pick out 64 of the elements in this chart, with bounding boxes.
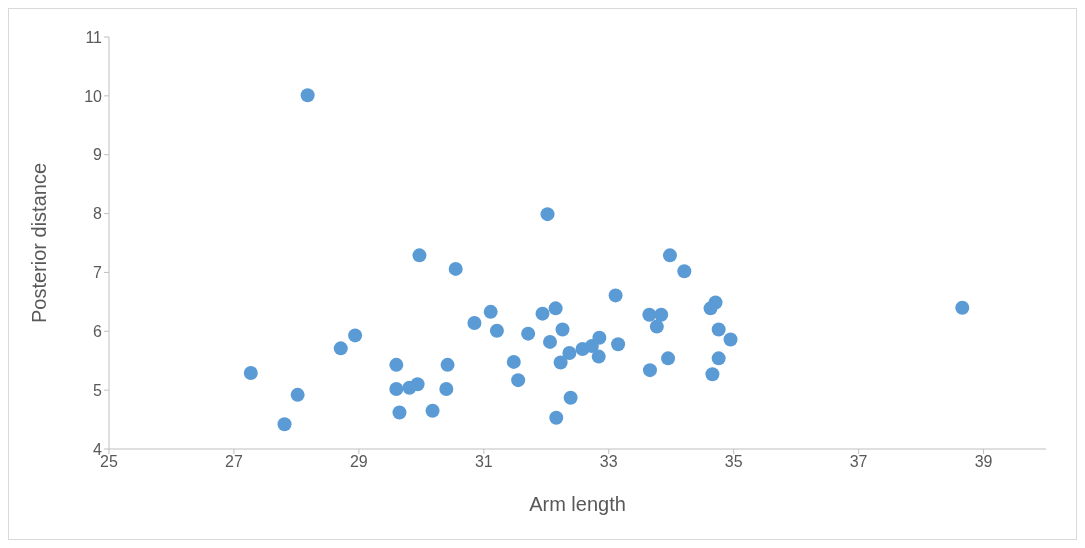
point	[489, 323, 504, 338]
x-tick-label: 37	[849, 453, 868, 471]
point	[591, 349, 606, 364]
x-tick-label: 31	[474, 453, 493, 471]
point	[448, 261, 463, 276]
point	[553, 355, 568, 370]
point	[611, 337, 626, 352]
point	[642, 307, 657, 322]
point	[562, 346, 577, 361]
point	[548, 301, 563, 316]
point	[649, 319, 664, 334]
x-axis-title: Arm length	[529, 493, 626, 515]
point	[711, 351, 726, 366]
point	[412, 248, 427, 263]
point	[711, 322, 726, 337]
point	[555, 322, 570, 337]
point	[506, 354, 521, 369]
point	[243, 366, 258, 381]
point	[642, 363, 657, 378]
point	[439, 381, 454, 396]
point	[277, 417, 292, 432]
point	[389, 357, 404, 372]
point	[300, 88, 315, 103]
point	[535, 306, 550, 321]
y-axis-title: Posterior distance	[28, 162, 51, 324]
x-tick-label: 29	[349, 453, 368, 471]
point	[661, 351, 676, 366]
x-tick-label: 35	[724, 453, 743, 471]
y-tick-label: 5	[93, 381, 103, 399]
point	[608, 288, 623, 303]
point	[592, 330, 607, 345]
y-tick-label: 9	[93, 146, 103, 164]
point	[348, 328, 363, 343]
point	[521, 326, 536, 341]
point	[410, 377, 425, 392]
x-tick-label: 25	[100, 453, 118, 471]
point	[955, 300, 970, 315]
point	[708, 295, 723, 310]
point	[677, 264, 692, 279]
y-tick-label: 11	[85, 28, 103, 46]
point	[705, 367, 720, 382]
x-tick-label: 33	[599, 453, 618, 471]
point	[723, 332, 738, 347]
y-tick-label: 10	[84, 87, 103, 105]
point	[333, 341, 348, 356]
point	[662, 248, 677, 263]
point	[483, 304, 498, 319]
point	[467, 316, 482, 331]
point	[425, 403, 440, 418]
point	[290, 387, 305, 402]
point	[654, 307, 669, 322]
point	[549, 410, 564, 425]
x-tick-label: 27	[225, 453, 243, 471]
x-tick-label: 39	[974, 453, 993, 471]
y-tick-label: 7	[93, 264, 103, 282]
y-tick-label: 6	[93, 322, 103, 340]
point	[563, 390, 578, 405]
point	[540, 207, 555, 222]
point	[543, 334, 558, 349]
point	[440, 357, 455, 372]
point	[392, 405, 407, 420]
point	[511, 373, 526, 388]
point	[389, 381, 404, 396]
y-tick-label: 8	[93, 205, 103, 223]
